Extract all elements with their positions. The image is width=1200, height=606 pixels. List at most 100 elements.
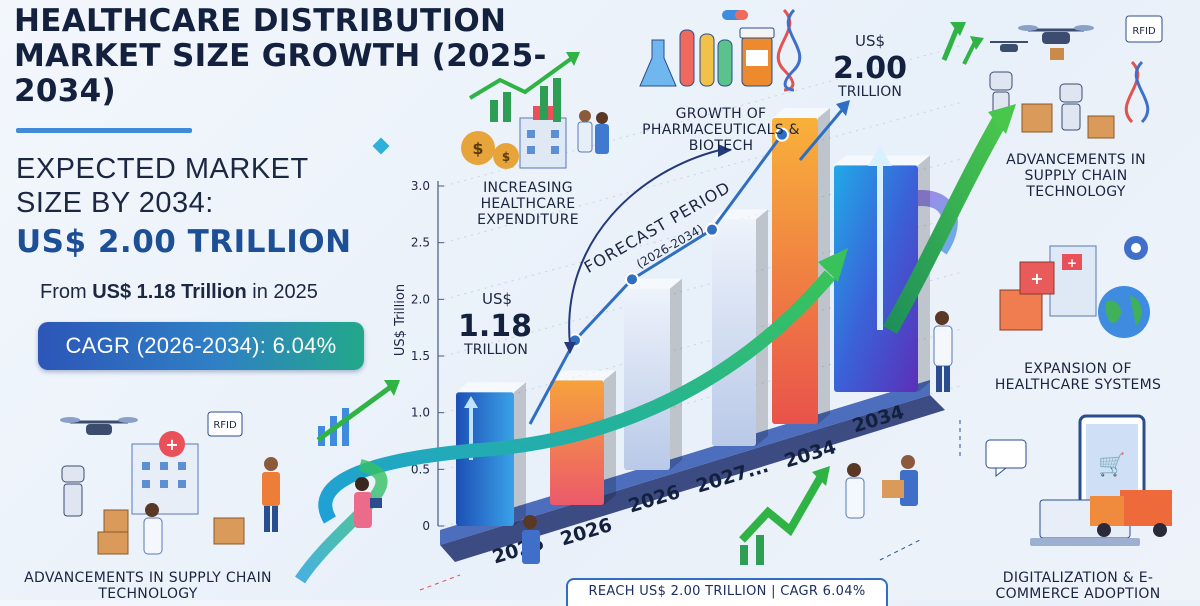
hospital-building-icon: + + [999, 245, 1097, 331]
trend-marker [705, 222, 719, 237]
forecast-arc-tail [564, 342, 576, 354]
growth-swoosh [318, 270, 836, 524]
green-arrows-icon [941, 22, 984, 65]
from-value-text: From US$ 1.18 Trillion in 2025 [40, 281, 318, 304]
start-value-prefix: US$ [482, 290, 512, 308]
growth-bars-icon [468, 52, 580, 122]
y-tick-label: 3.0 [411, 179, 430, 193]
pharmacist-icon [845, 463, 865, 519]
chat-bubble-icon [985, 439, 1027, 478]
forecast-arc [568, 149, 721, 346]
doctor-figures-icon [577, 110, 609, 154]
capsule-icon [722, 10, 748, 20]
from-suffix: in 2025 [246, 281, 318, 303]
bars [456, 108, 930, 526]
svg-text:$: $ [502, 150, 510, 164]
small-drone-icon [990, 41, 1028, 52]
rfid-tag-icon: RFID [1125, 15, 1163, 43]
trend-arrow [798, 109, 844, 161]
driver-healthcare-systems-label: EXPANSION OF HEALTHCARE SYSTEMS [994, 361, 1162, 393]
boxes-left-icon [97, 509, 245, 555]
svg-text:🛒: 🛒 [1098, 452, 1125, 478]
y-tick-label: 0.5 [411, 462, 430, 476]
worker-icon [262, 457, 280, 532]
start-value-unit: TRILLION [463, 342, 528, 358]
package-box-icon [1021, 103, 1115, 139]
nurse-icon [143, 503, 163, 555]
big-growth-arrow [883, 116, 1007, 334]
gridline [443, 272, 961, 414]
svg-text:+: + [1030, 269, 1043, 288]
bar-2034 [834, 155, 930, 392]
dna-icon [776, 8, 802, 92]
woman-tablet-icon [354, 477, 382, 528]
y-tick-label: 0 [422, 519, 430, 533]
lab-flasks-icon [639, 29, 733, 87]
big-growth-arrowhead [988, 104, 1016, 134]
from-value: US$ 1.18 Trillion [92, 281, 247, 303]
driver-digitalization-label: DIGITALIZATION & E-COMMERCE ADOPTION [995, 570, 1161, 602]
y-axis-label: US$ Trillion [393, 284, 408, 356]
expected-market-value: US$ 2.00 TRILLION [16, 224, 352, 260]
gridline [443, 328, 961, 470]
worker-right-icon [522, 515, 540, 564]
svg-text:$: $ [472, 139, 483, 158]
expected-market-label: EXPECTED MARKET SIZE BY 2034: [16, 153, 309, 219]
end-value-unit: TRILLION [837, 84, 902, 100]
page-title: HEALTHCARE DISTRIBUTION MARKET SIZE GROW… [14, 3, 547, 109]
from-prefix: From [40, 281, 93, 303]
start-value-number: 1.18 [458, 309, 532, 344]
robot-left-icon [61, 465, 85, 517]
y-tick-label: 2.0 [411, 292, 430, 306]
bar-2026 [624, 278, 682, 470]
gridline [443, 158, 961, 300]
money-bag-icon: $ $ [461, 131, 519, 169]
bar-2034 [772, 108, 830, 424]
doctor-icon [933, 311, 953, 392]
end-value-number: 2.00 [833, 51, 907, 86]
svg-text:+: + [1067, 256, 1077, 270]
chart-floor [440, 395, 945, 562]
gridline [443, 215, 961, 357]
gridline [443, 102, 961, 244]
bar-arrowhead-icon [464, 396, 478, 408]
rfid-left-icon: RFID [207, 411, 243, 437]
trend-marker [625, 272, 639, 287]
y-tick-label: 1.5 [411, 349, 430, 363]
delivery-truck-icon [1090, 490, 1172, 537]
courier-icon [882, 455, 918, 506]
y-axis: 0 0.5 1.0 1.5 2.0 2.5 3.0 [411, 45, 961, 533]
gridline [443, 45, 961, 187]
drone-icon [1018, 25, 1094, 60]
bar-2026 [550, 370, 616, 505]
driver-expenditure-label: INCREASING HEALTHCARE EXPENDITURE [477, 180, 579, 228]
dna-right-icon [1124, 60, 1150, 124]
location-pin-icon [1124, 236, 1148, 260]
drone-left-icon [60, 417, 138, 435]
footer-banner: REACH US$ 2.00 TRILLION | CAGR 6.04% [566, 578, 888, 606]
chart-growth-icon [739, 466, 830, 565]
trend-arrowhead [836, 100, 850, 116]
y-tick-label: 1.0 [411, 406, 430, 420]
bar-growth-icon [316, 380, 400, 446]
title-underline [16, 128, 192, 133]
connector-line [879, 539, 921, 561]
big-bar-arrowhead-icon [868, 146, 892, 166]
driver-supply-chain-right-label: ADVANCEMENTS IN SUPPLY CHAIN TECHNOLOGY [1006, 152, 1146, 200]
rfid-left-label: RFID [213, 420, 237, 431]
svg-text:+: + [165, 435, 178, 454]
connector-line [419, 574, 461, 591]
pill-bottle-icon [739, 27, 775, 87]
y-tick-label: 2.5 [411, 236, 430, 250]
forecast-arc-head [718, 144, 732, 157]
end-value-prefix: US$ [855, 32, 885, 50]
driver-supply-chain-left-label: ADVANCEMENTS IN SUPPLY CHAIN TECHNOLOGY [24, 570, 272, 602]
rfid-top-label: RFID [1132, 26, 1156, 37]
hospital-left-icon: + [131, 431, 199, 515]
bar-2027 [712, 209, 768, 446]
trend-marker [775, 127, 789, 142]
driver-pharma-label: GROWTH OF PHARMACEUTICALS & BIOTECH [642, 106, 800, 154]
cagr-badge: CAGR (2026-2034): 6.04% [38, 322, 364, 370]
globe-icon [1098, 286, 1150, 338]
